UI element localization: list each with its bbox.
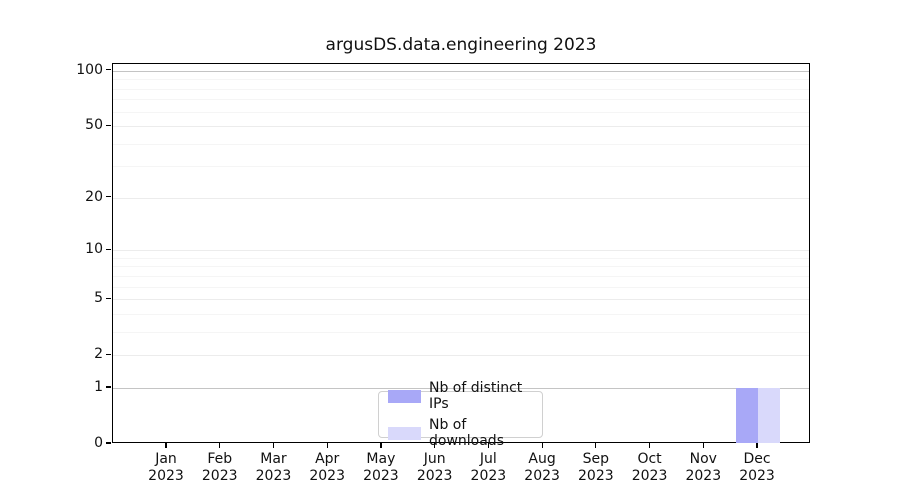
gridline-minor (113, 88, 809, 90)
x-tick-label: Sep 2023 (578, 451, 614, 484)
y-tick-label: 10 (85, 241, 103, 258)
gridline-minor (113, 275, 809, 277)
y-tick-label: 20 (85, 188, 103, 205)
x-tick-mark (702, 443, 704, 448)
legend-label: Nb of downloads (429, 417, 504, 449)
x-tick-mark (756, 443, 758, 448)
x-tick-label: Apr 2023 (309, 451, 346, 484)
bar-nb-of-downloads (758, 387, 780, 443)
x-tick-label: Oct 2023 (631, 451, 668, 484)
legend-swatch (388, 426, 421, 440)
gridline-minor (113, 313, 809, 315)
x-tick-label: Nov 2023 (685, 451, 722, 484)
legend-entry: Nb of distinct IPs (388, 380, 542, 412)
y-tick-mark (106, 386, 111, 388)
gridline-major (113, 197, 809, 199)
x-tick-mark (595, 443, 597, 448)
y-tick-label: 100 (76, 61, 103, 78)
x-tick-mark (648, 443, 651, 448)
x-tick-label: May 2023 (363, 451, 399, 484)
gridline-major (113, 355, 809, 357)
x-tick-label: Jul 2023 (470, 451, 507, 484)
y-tick-label: 0 (94, 435, 103, 451)
y-tick-label: 1 (94, 378, 103, 395)
x-tick-mark (272, 443, 275, 448)
chart-title: argusDS.data.engineering 2023 (325, 35, 597, 55)
gridline-minor (113, 266, 809, 268)
y-tick-mark (106, 353, 111, 355)
bar-nb-of-distinct-ips (736, 387, 759, 443)
x-tick-label: Mar 2023 (255, 451, 292, 484)
legend-entry: Nb of downloads (388, 417, 542, 449)
gridline-minor (113, 111, 809, 113)
gridline-minor (113, 286, 809, 288)
y-tick-label: 2 (94, 346, 103, 363)
x-tick-label: Jan 2023 (148, 451, 184, 484)
y-tick-label: 5 (94, 290, 103, 307)
x-tick-label: Jun 2023 (416, 451, 453, 484)
gridline-minor (113, 79, 809, 81)
x-tick-mark (487, 443, 489, 448)
y-tick-mark (106, 196, 111, 198)
gridline-minor (113, 257, 809, 259)
y-tick-mark (106, 124, 111, 126)
gridline-minor (113, 166, 809, 168)
legend-swatch (388, 389, 421, 403)
legend-label: Nb of distinct IPs (429, 380, 523, 412)
x-tick-label: Aug 2023 (524, 451, 560, 484)
gridline-major (113, 126, 809, 128)
x-tick-mark (541, 443, 543, 448)
gridline-major (113, 299, 809, 301)
x-tick-mark (219, 443, 221, 448)
x-tick-label: Feb 2023 (201, 451, 238, 484)
gridline-major (113, 387, 809, 389)
plot-area (112, 63, 810, 443)
y-tick-mark (106, 69, 111, 71)
y-tick-label: 50 (85, 117, 103, 134)
x-tick-label: Dec 2023 (739, 451, 775, 484)
legend: Nb of distinct IPs Nb of downloads (378, 380, 543, 449)
gridline-minor (113, 331, 809, 333)
x-tick-mark (380, 443, 382, 448)
gridline-major (113, 70, 809, 72)
y-tick-mark (106, 248, 111, 250)
x-tick-mark (165, 443, 167, 448)
x-tick-mark (326, 443, 328, 448)
y-tick-mark (106, 442, 111, 444)
gridline-minor (113, 99, 809, 101)
y-tick-mark (106, 297, 111, 299)
gridline-major (113, 250, 809, 252)
x-tick-mark (434, 443, 436, 448)
gridline-minor (113, 143, 809, 145)
